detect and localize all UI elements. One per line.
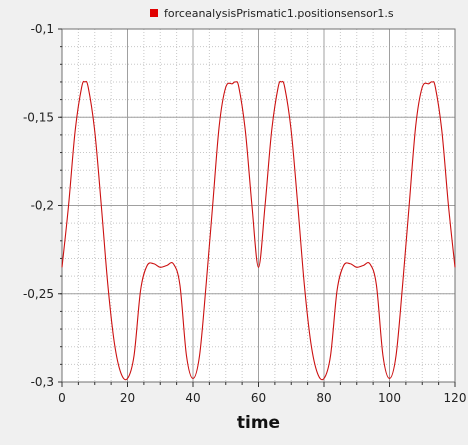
x-axis-label: time	[237, 413, 280, 433]
y-tick-label: -0,25	[23, 287, 54, 301]
x-tick-label: 40	[185, 391, 200, 405]
y-tick-label: -0,2	[31, 199, 54, 213]
x-tick-label: 20	[120, 391, 135, 405]
x-tick-label: 80	[316, 391, 331, 405]
legend-label: forceanalysisPrismatic1.positionsensor1.…	[164, 7, 394, 20]
legend-swatch	[150, 9, 158, 17]
y-tick-label: -0,15	[23, 110, 54, 124]
x-tick-label: 100	[378, 391, 401, 405]
x-tick-label: 120	[444, 391, 467, 405]
series-line	[61, 80, 456, 381]
y-tick-label: -0,3	[31, 375, 54, 389]
x-tick-label: 0	[58, 391, 66, 405]
y-tick-label: -0,1	[31, 22, 54, 36]
x-tick-label: 60	[251, 391, 266, 405]
